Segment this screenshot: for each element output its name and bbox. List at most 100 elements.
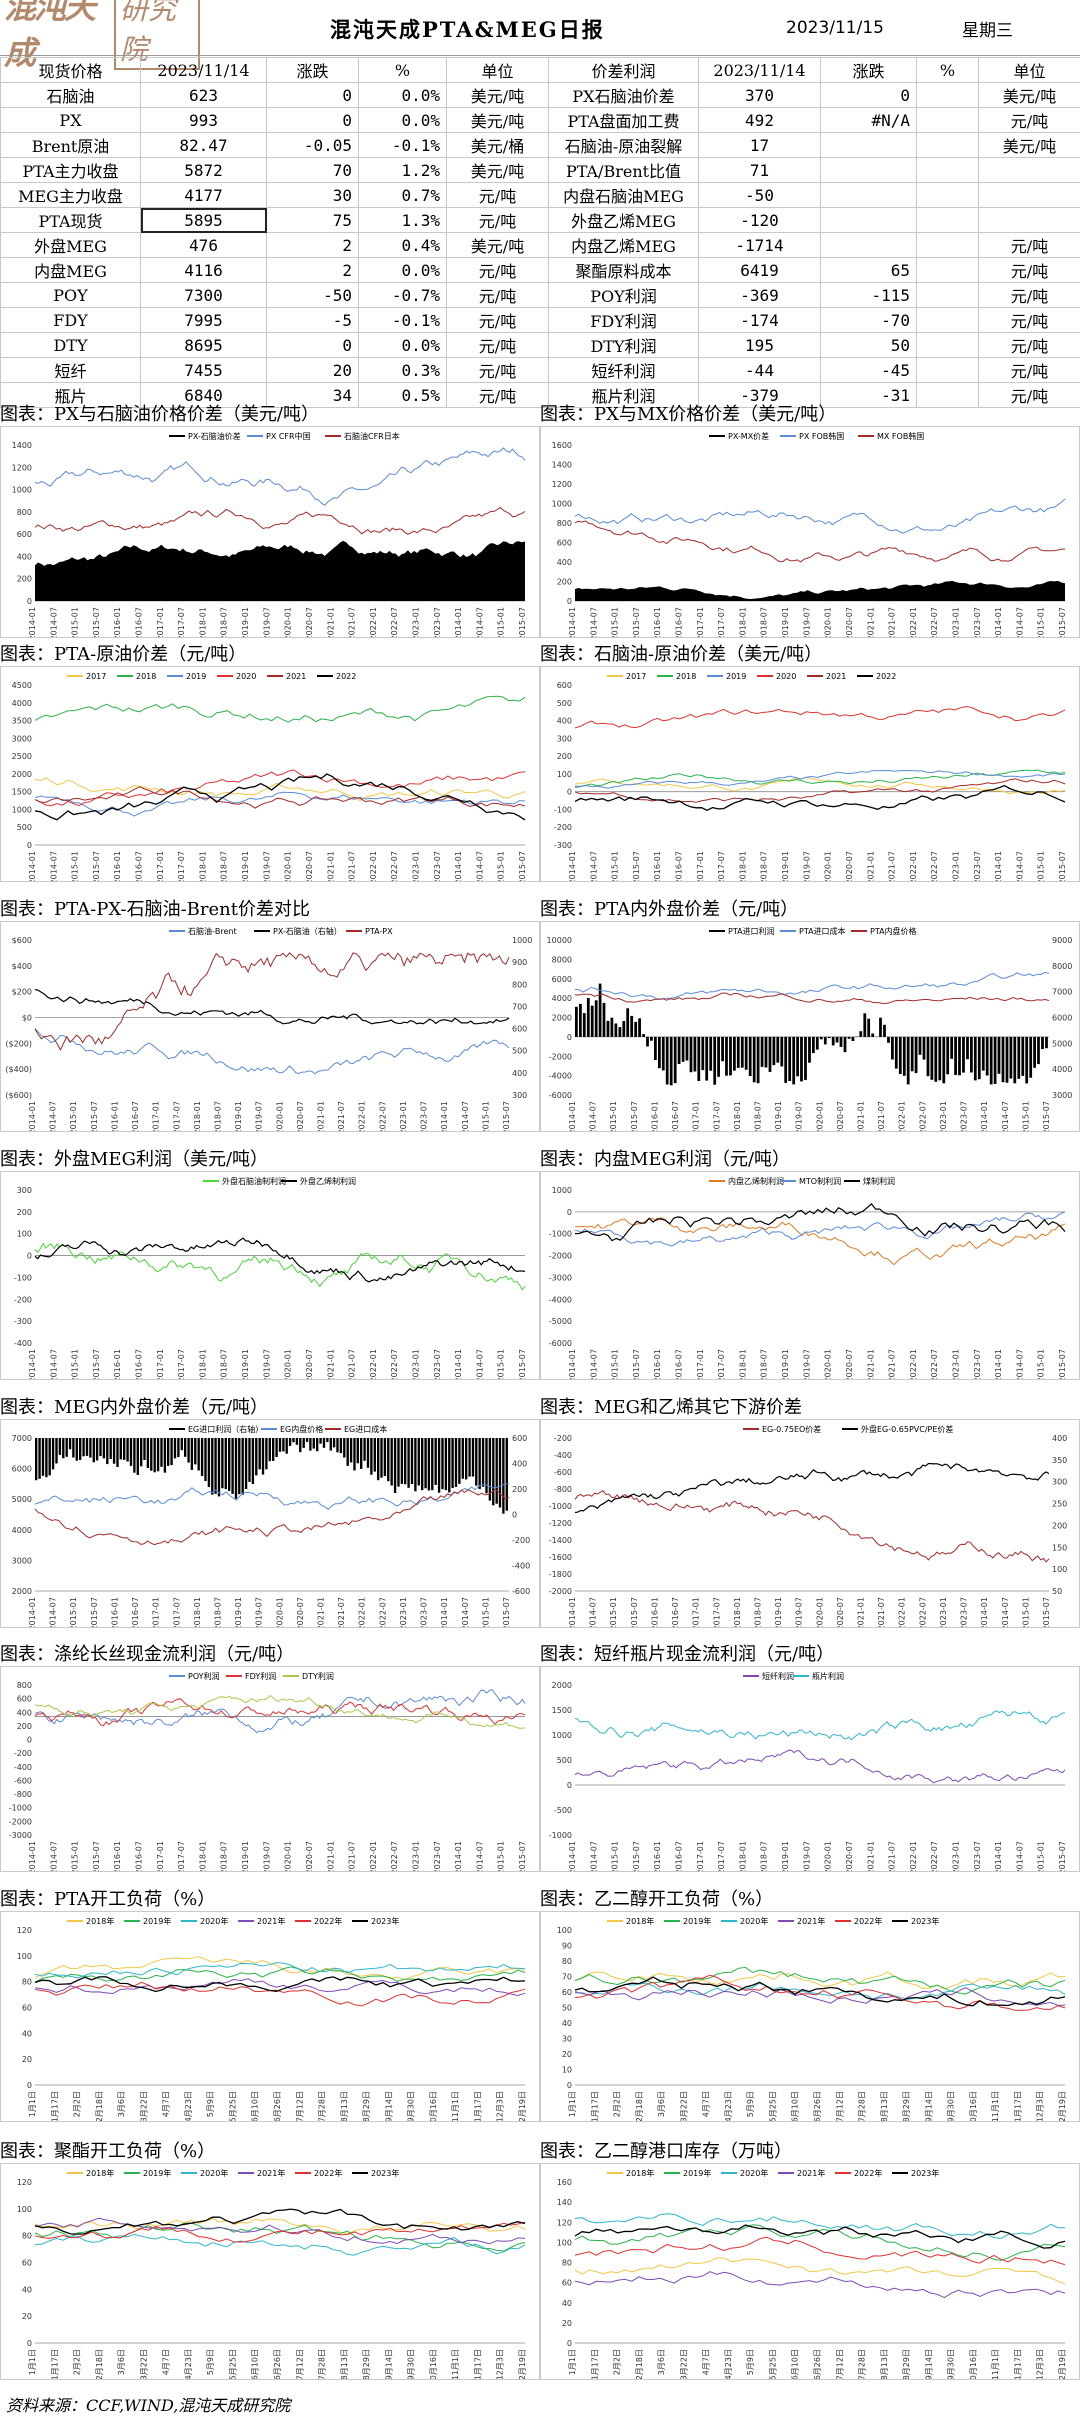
spot-cell[interactable]: 7995 [140,307,267,333]
chart-frame[interactable]: 2018年 2019年 2020年 2021年 2022年 2023年 120 100 80 60… [0,2163,540,2380]
spot-cell[interactable]: MEG主力收盘 [0,182,141,208]
spread-cell[interactable]: 6419 [698,257,821,283]
spot-cell[interactable]: 2 [266,257,359,283]
chart-frame[interactable]: POY利润 FDY利润 DTY利润 800 600 400 200 0 -200 -400 -600… [0,1666,540,1872]
spot-cell[interactable]: 623 [140,82,267,108]
spread-cell[interactable] [916,207,979,233]
spread-cell[interactable]: 外盘乙烯MEG [548,207,699,233]
spread-cell[interactable]: 瓶片利润 [548,382,699,408]
spot-cell[interactable]: 0.0% [358,82,447,108]
spread-cell[interactable]: PTA/Brent比值 [548,157,699,183]
spot-cell[interactable]: 6840 [140,382,267,408]
spot-cell[interactable]: 8695 [140,332,267,358]
spot-cell[interactable]: 0.0% [358,332,447,358]
spot-cell[interactable]: PX [0,107,141,133]
spread-cell[interactable] [820,157,917,183]
spot-cell[interactable]: 元/吨 [446,257,549,283]
spot-cell[interactable]: 内盘MEG [0,257,141,283]
spot-cell[interactable]: 0.0% [358,107,447,133]
spread-cell[interactable]: -70 [820,307,917,333]
spread-cell[interactable]: -31 [820,382,917,408]
spread-cell[interactable] [820,207,917,233]
spread-cell[interactable] [916,307,979,333]
spot-cell[interactable]: 993 [140,107,267,133]
chart-frame[interactable]: 2018年 2019年 2020年 2021年 2022年 2023年 120 100 80 60… [0,1911,540,2122]
spread-cell[interactable]: 元/吨 [978,332,1080,358]
spread-cell[interactable]: 美元/吨 [978,82,1080,108]
spot-cell[interactable]: 美元/吨 [446,82,549,108]
spread-cell[interactable] [916,107,979,133]
chart-frame[interactable]: 2018年 2019年 2020年 2021年 2022年 2023年 160 140 120 1… [540,2163,1080,2380]
spread-cell[interactable] [916,232,979,258]
spot-cell[interactable]: PTA主力收盘 [0,157,141,183]
spread-cell[interactable] [916,282,979,308]
spread-cell[interactable]: -44 [698,357,821,383]
spread-cell[interactable] [916,382,979,408]
spread-cell[interactable]: -45 [820,357,917,383]
spread-cell[interactable]: 内盘石脑油MEG [548,182,699,208]
spread-cell[interactable]: 195 [698,332,821,358]
spread-cell[interactable]: PTA盘面加工费 [548,107,699,133]
spread-cell[interactable] [978,157,1080,183]
spread-cell[interactable]: 元/吨 [978,257,1080,283]
spot-cell[interactable]: 美元/吨 [446,157,549,183]
spot-cell[interactable]: 元/吨 [446,332,549,358]
chart-frame[interactable]: EG进口利润（右轴） EG内盘价格 EG进口成本 7000 6000 5000 4000 30… [0,1419,540,1628]
spot-cell[interactable]: 5895 [140,207,267,233]
chart-frame[interactable]: 石脑油-Brent PX-石脑油（右轴） PTA-PX $600 $400 $200 $0 (… [0,921,540,1132]
spread-cell[interactable] [916,157,979,183]
spread-cell[interactable]: 聚酯原料成本 [548,257,699,283]
spread-cell[interactable] [916,132,979,158]
spot-cell[interactable]: 82.47 [140,132,267,158]
chart-frame[interactable]: 2018年 2019年 2020年 2021年 2022年 2023年 100 90 80 70 6… [540,1911,1080,2122]
spread-cell[interactable]: 元/吨 [978,357,1080,383]
spread-cell[interactable]: 元/吨 [978,282,1080,308]
spot-cell[interactable]: 石脑油 [0,82,141,108]
spot-cell[interactable]: 0.7% [358,182,447,208]
spot-cell[interactable]: 7300 [140,282,267,308]
spread-cell[interactable] [820,132,917,158]
spot-cell[interactable]: 元/吨 [446,307,549,333]
chart-frame[interactable]: PX-MX价差 PX FOB韩国 MX FOB韩国 1600 1400 1200 1000 8… [540,426,1080,638]
spread-cell[interactable]: 元/吨 [978,232,1080,258]
spot-cell[interactable]: -0.1% [358,307,447,333]
chart-frame[interactable]: EG-0.75EO价差 外盘EG-0.65PVC/PE价差 -200 -400 -600… [540,1419,1080,1628]
spot-cell[interactable]: 元/吨 [446,182,549,208]
spot-cell[interactable]: 30 [266,182,359,208]
spot-cell[interactable]: 34 [266,382,359,408]
spot-cell[interactable]: 美元/吨 [446,107,549,133]
spread-cell[interactable]: POY利润 [548,282,699,308]
spread-cell[interactable]: -115 [820,282,917,308]
spot-cell[interactable]: 5872 [140,157,267,183]
spread-cell[interactable] [916,82,979,108]
chart-frame[interactable]: 外盘石脑油制利润 外盘乙烯制利润 300 200 100 0 -100 -200 -300 -40… [0,1171,540,1380]
spot-cell[interactable]: 0.4% [358,232,447,258]
spread-cell[interactable]: -174 [698,307,821,333]
spread-cell[interactable]: 内盘乙烯MEG [548,232,699,258]
spot-cell[interactable]: 0.0% [358,257,447,283]
chart-frame[interactable]: 短纤利润 瓶片利润 2000 1500 1000 500 0 -500 -1000 2014-01… [540,1666,1080,1872]
spread-cell[interactable]: 492 [698,107,821,133]
spot-cell[interactable]: PTA现货 [0,207,141,233]
chart-frame[interactable]: 内盘乙烯制利润 MTO制利润 煤制利润 1000 0 -1000 -2000 -3000 -40… [540,1171,1080,1380]
chart-frame[interactable]: PTA进口利润 PTA进口成本 PTA内盘价格 10000 8000 6000 4000 20… [540,921,1080,1132]
spot-cell[interactable]: 0 [266,82,359,108]
spot-cell[interactable]: 20 [266,357,359,383]
spot-cell[interactable]: 1.2% [358,157,447,183]
spread-cell[interactable] [820,182,917,208]
spot-cell[interactable]: 元/吨 [446,282,549,308]
spot-cell[interactable]: 美元/吨 [446,232,549,258]
spot-cell[interactable]: 75 [266,207,359,233]
chart-frame[interactable]: 2017 2018 2019 2020 2021 2022 4500 4000 3500 3000… [0,666,540,882]
spot-cell[interactable]: 美元/桶 [446,132,549,158]
spot-cell[interactable]: 元/吨 [446,357,549,383]
spot-cell[interactable]: 元/吨 [446,207,549,233]
chart-frame[interactable]: 2017 2018 2019 2020 2021 2022 600 500 400 300 200 1… [540,666,1080,882]
spread-cell[interactable] [820,232,917,258]
spread-cell[interactable]: -379 [698,382,821,408]
spot-cell[interactable]: 元/吨 [446,382,549,408]
spot-cell[interactable]: FDY [0,307,141,333]
spot-cell[interactable]: 0 [266,107,359,133]
spot-cell[interactable]: -0.05 [266,132,359,158]
spot-cell[interactable]: 0.3% [358,357,447,383]
